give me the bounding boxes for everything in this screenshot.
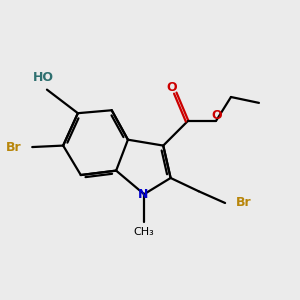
Text: CH₃: CH₃ — [134, 227, 154, 237]
Text: O: O — [212, 109, 222, 122]
Text: N: N — [137, 188, 148, 201]
Text: Br: Br — [6, 141, 22, 154]
Text: Br: Br — [236, 196, 252, 209]
Text: HO: HO — [33, 71, 54, 84]
Text: O: O — [166, 81, 176, 94]
